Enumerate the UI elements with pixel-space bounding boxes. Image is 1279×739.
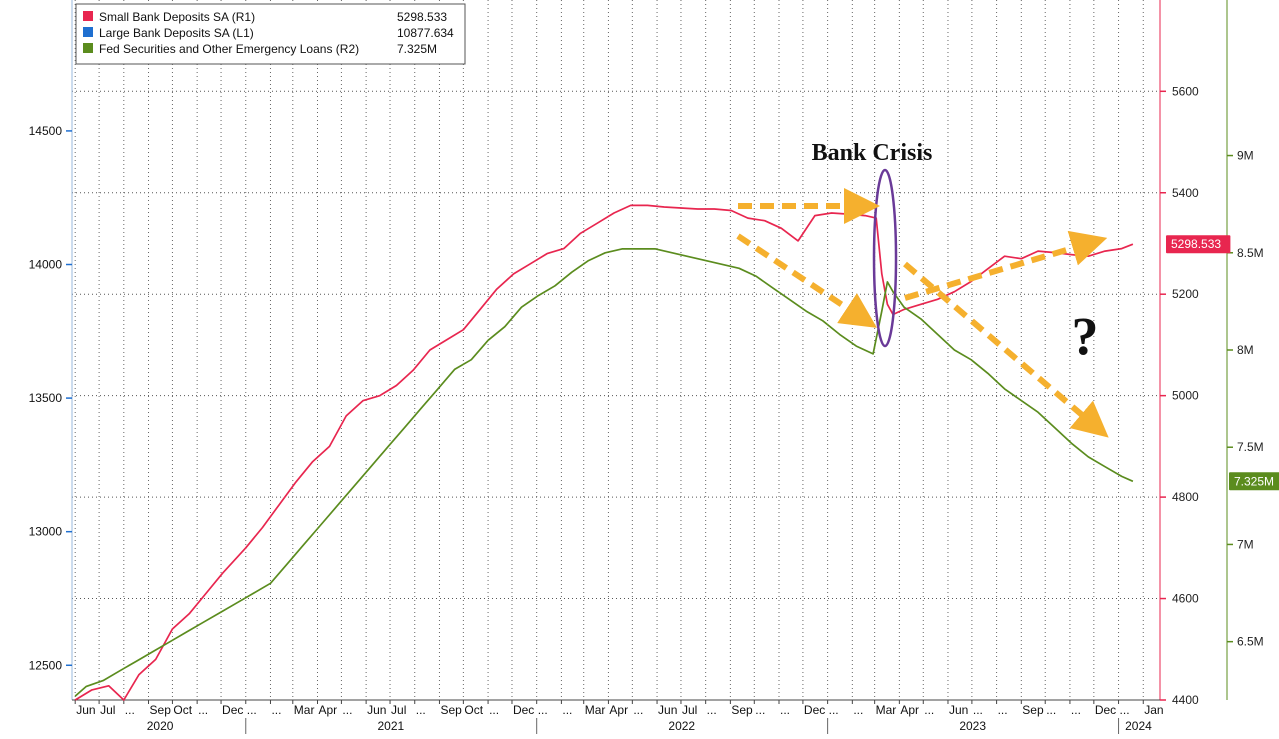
badge-r1: 5298.533 [1171, 237, 1221, 251]
x-tick-label: Apr [609, 703, 628, 717]
r2-tick-label: 7.5M [1237, 440, 1264, 454]
x-tick-label: ... [998, 703, 1008, 717]
x-tick-label: Dec [804, 703, 825, 717]
arrow-down-after-crisis [903, 261, 1109, 438]
l1-tick-label: 13000 [29, 525, 63, 539]
x-tick-label: ... [489, 703, 499, 717]
crisis-ellipse [872, 168, 898, 348]
legend-series-value: 5298.533 [397, 10, 447, 24]
legend-swatch [83, 11, 93, 21]
x-year-label: 2023 [959, 719, 986, 733]
x-tick-label: Jul [100, 703, 115, 717]
x-tick-label: Jul [391, 703, 406, 717]
x-tick-label: Jun [658, 703, 677, 717]
x-tick-label: ... [973, 703, 983, 717]
series-line-r1 [74, 204, 1134, 701]
x-tick-label: Jun [76, 703, 95, 717]
x-tick-label: Jan [1144, 703, 1163, 717]
x-tick-label: Apr [900, 703, 919, 717]
x-tick-label: Oct [464, 703, 483, 717]
r2-tick-label: 8M [1237, 343, 1254, 357]
r1-tick-label: 5400 [1172, 186, 1199, 200]
legend-series-name: Large Bank Deposits SA (L1) [99, 26, 254, 40]
annotations: Bank Crisis? [736, 140, 1109, 438]
l1-tick-label: 12500 [29, 658, 63, 672]
x-tick-label: ... [1120, 703, 1130, 717]
arrow-up-after-crisis [904, 230, 1108, 301]
arrow-down-before-crisis [736, 233, 878, 328]
x-tick-label: ... [538, 703, 548, 717]
r2-tick-label: 7M [1237, 537, 1254, 551]
x-tick-label: Mar [876, 703, 897, 717]
x-tick-label: Sep [150, 703, 172, 717]
l1-tick-label: 14000 [29, 258, 63, 272]
annotation-bank-crisis: Bank Crisis [812, 140, 933, 166]
x-tick-label: ... [342, 703, 352, 717]
grid [72, 0, 1160, 701]
x-tick-label: ... [247, 703, 257, 717]
l1-tick-label: 13500 [29, 391, 63, 405]
x-tick-label: ... [271, 703, 281, 717]
x-tick-label: ... [1071, 703, 1081, 717]
legend-swatch [83, 43, 93, 53]
x-tick-label: ... [829, 703, 839, 717]
x-tick-label: Apr [318, 703, 337, 717]
x-tick-label: Mar [585, 703, 606, 717]
r1-tick-label: 4400 [1172, 693, 1199, 707]
x-tick-label: ... [633, 703, 643, 717]
legend: Small Bank Deposits SA (R1) 5298.533 Large… [75, 3, 466, 65]
legend-series-value: 7.325M [397, 42, 437, 56]
x-tick-label: Jun [949, 703, 968, 717]
x-tick-label: ... [562, 703, 572, 717]
x-tick-label: Dec [1095, 703, 1116, 717]
badge-r1-bg [1166, 235, 1231, 254]
r1-tick-label: 5200 [1172, 287, 1199, 301]
x-tick-label: ... [125, 703, 135, 717]
annotation-question-mark: ? [1072, 306, 1099, 366]
x-tick-label: ... [1046, 703, 1056, 717]
x-tick-label: ... [755, 703, 765, 717]
series-lines [74, 204, 1134, 701]
x-tick-label: ... [853, 703, 863, 717]
r2-tick-label: 8.5M [1237, 246, 1264, 260]
x-tick-label: ... [416, 703, 426, 717]
x-tick-label: Sep [731, 703, 753, 717]
x-tick-label: ... [707, 703, 717, 717]
l1-tick-label: 14500 [29, 124, 63, 138]
x-tick-label: ... [198, 703, 208, 717]
x-year-label: 2021 [377, 719, 404, 733]
r2-tick-label: 6.5M [1237, 635, 1264, 649]
x-tick-label: Jun [367, 703, 386, 717]
x-tick-label: Jul [682, 703, 697, 717]
axes: Jun Jul... Sep Oct... Dec...... Mar Apr... Jun J… [29, 0, 1279, 734]
x-tick-label: Sep [440, 703, 462, 717]
legend-series-name: Small Bank Deposits SA (R1) [99, 10, 255, 24]
r1-tick-label: 4800 [1172, 490, 1199, 504]
x-tick-label: ... [924, 703, 934, 717]
x-tick-label: Dec [222, 703, 243, 717]
series-line-r2 [74, 248, 1134, 697]
r1-tick-label: 4600 [1172, 592, 1199, 606]
badge-r2: 7.325M [1234, 474, 1274, 488]
legend-series-name: Fed Securities and Other Emergency Loans… [99, 42, 359, 56]
r1-tick-label: 5000 [1172, 389, 1199, 403]
r1-tick-label: 5600 [1172, 84, 1199, 98]
x-tick-label: ... [780, 703, 790, 717]
x-year-label: 2024 [1125, 719, 1152, 733]
x-tick-label: Dec [513, 703, 534, 717]
x-tick-label: Sep [1022, 703, 1044, 717]
legend-swatch [83, 27, 93, 37]
x-year-label: 2020 [147, 719, 174, 733]
legend-series-value: 10877.634 [397, 26, 454, 40]
badge-r2-bg [1229, 472, 1279, 491]
r2-tick-label: 9M [1237, 149, 1254, 163]
legend-box [75, 3, 466, 65]
x-tick-label: Mar [294, 703, 315, 717]
x-year-label: 2022 [668, 719, 695, 733]
x-tick-label: Oct [173, 703, 192, 717]
